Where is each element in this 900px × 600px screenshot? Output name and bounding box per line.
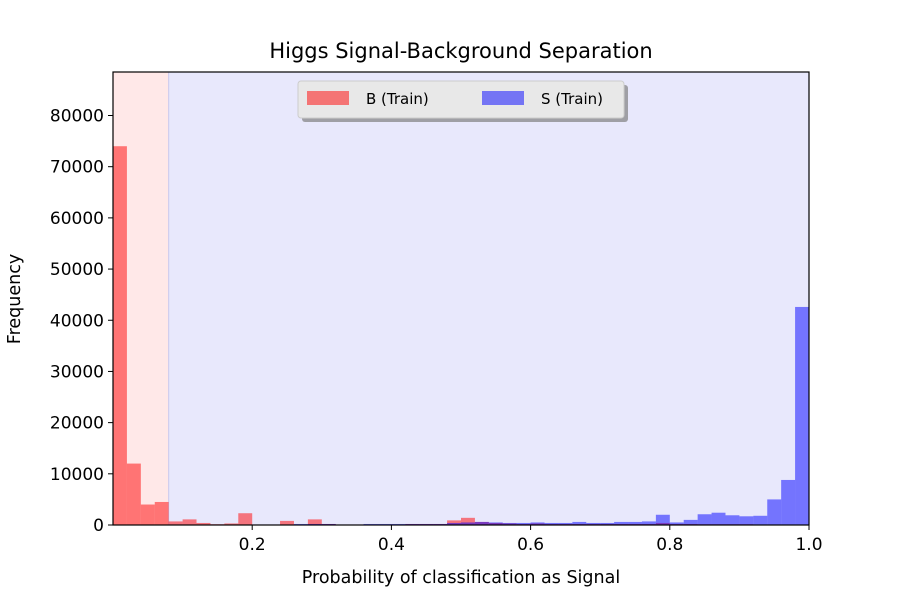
bar (461, 517, 475, 525)
y-tick-label: 40000 (50, 311, 104, 331)
bar (683, 519, 698, 525)
bar (781, 479, 796, 525)
bar (182, 519, 197, 525)
bar (725, 515, 740, 525)
bar (586, 522, 601, 525)
bar (238, 513, 253, 525)
y-tick-label: 80000 (50, 107, 104, 127)
chart-title: Higgs Signal-Background Separation (269, 39, 652, 63)
bar (447, 520, 461, 525)
bar (280, 520, 294, 525)
y-tick-label: 10000 (50, 465, 104, 485)
legend: B (Train) S (Train) (297, 80, 628, 122)
y-tick-label: 20000 (50, 414, 104, 434)
legend-label-background: B (Train) (366, 90, 429, 108)
bar (614, 521, 629, 525)
plot-frame (112, 71, 810, 526)
y-tick-label: 50000 (50, 260, 104, 280)
bar (572, 521, 587, 525)
bar (628, 521, 642, 525)
x-axis-ticks: 0.2 0.4 0.6 0.8 1.0 (239, 525, 823, 555)
bar (544, 522, 559, 525)
bar (669, 522, 684, 525)
bar (140, 504, 155, 525)
bar (753, 515, 768, 525)
bar (795, 306, 809, 525)
bar (113, 146, 127, 525)
bar (168, 521, 183, 525)
bar (488, 522, 503, 525)
x-tick-label: 0.4 (378, 535, 405, 555)
legend-label-signal: S (Train) (541, 90, 603, 108)
x-axis-label: Probability of classification as Signal (302, 568, 620, 588)
x-tick-label: 1.0 (795, 535, 822, 555)
bar (447, 522, 461, 525)
bar (697, 514, 712, 525)
legend-swatch-background (307, 91, 349, 105)
bar (655, 514, 670, 525)
bar (474, 521, 489, 525)
bar (502, 522, 517, 525)
y-tick-label: 70000 (50, 158, 104, 178)
bar (530, 522, 545, 525)
bar (600, 522, 615, 525)
y-axis-ticks: 0 10000 20000 30000 40000 50000 60000 70000 8000… (50, 107, 113, 536)
bar (711, 512, 726, 525)
y-axis-label: Frequency (5, 254, 25, 344)
bar (224, 523, 239, 525)
classification-regions (113, 72, 809, 525)
bar (196, 522, 211, 525)
bar (154, 501, 169, 525)
bar (307, 519, 322, 525)
bar (767, 499, 782, 525)
bar (461, 522, 475, 525)
bar (739, 516, 754, 525)
series-signal (168, 306, 809, 525)
x-tick-label: 0.6 (517, 535, 544, 555)
x-tick-label: 0.8 (656, 535, 683, 555)
bar (558, 522, 573, 525)
bar (641, 521, 656, 525)
y-tick-label: 30000 (50, 362, 104, 382)
bar (516, 522, 531, 525)
y-tick-label: 60000 (50, 209, 104, 229)
x-tick-label: 0.2 (239, 535, 266, 555)
y-tick-label: 0 (93, 516, 104, 536)
legend-swatch-signal (482, 91, 524, 105)
signal-region (168, 72, 809, 525)
bar (126, 463, 141, 525)
